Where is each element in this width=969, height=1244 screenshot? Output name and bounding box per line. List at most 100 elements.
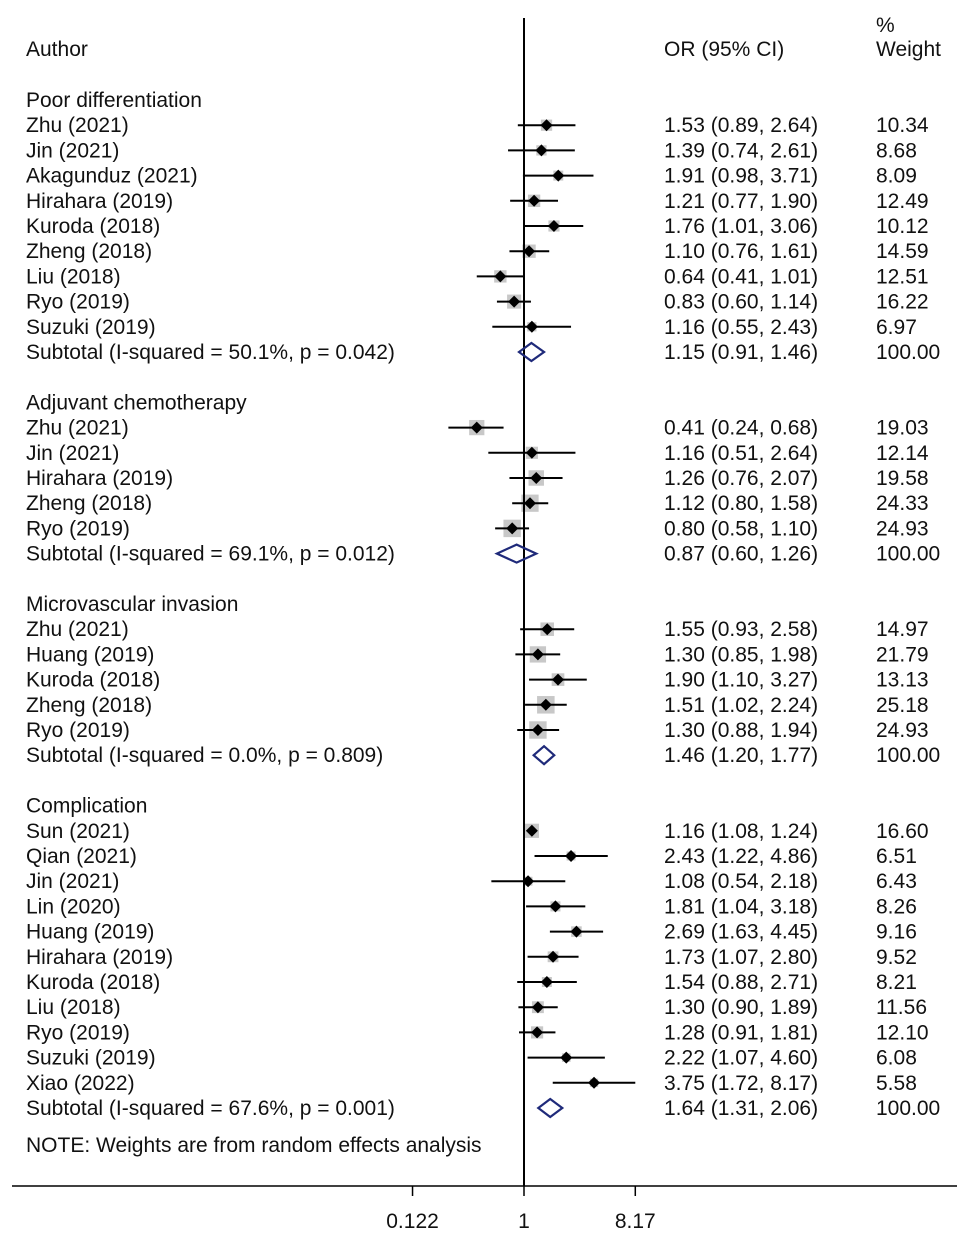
- study-label: Hirahara (2019): [26, 190, 173, 213]
- study-ci-text: 1.16 (0.55, 2.43): [664, 316, 818, 339]
- study-ci-text: 1.81 (1.04, 3.18): [664, 895, 818, 918]
- subtotal-diamond: [536, 1097, 565, 1119]
- study-label: Kuroda (2018): [26, 215, 160, 238]
- study-label: Jin (2021): [26, 442, 119, 465]
- study-label: Hirahara (2019): [26, 467, 173, 490]
- study-label: Ryo (2019): [26, 1021, 130, 1044]
- study-ci-text: 1.26 (0.76, 2.07): [664, 467, 818, 490]
- study-ci-text: 1.54 (0.88, 2.71): [664, 971, 818, 994]
- study-weight: 12.14: [876, 442, 929, 465]
- subtotal-ci-text: 1.15 (0.91, 1.46): [664, 341, 818, 364]
- study-label: Akagunduz (2021): [26, 165, 198, 188]
- subtotal-weight: 100.00: [876, 341, 940, 364]
- point-estimate: [570, 925, 583, 938]
- study-weight: 21.79: [876, 643, 929, 666]
- point-estimate: [540, 119, 553, 132]
- subtotal-ci-text: 0.87 (0.60, 1.26): [664, 543, 818, 566]
- study-label: Ryo (2019): [26, 517, 130, 540]
- study-weight: 24.33: [876, 492, 929, 515]
- study-ci-text: 1.39 (0.74, 2.61): [664, 139, 818, 162]
- point-estimate: [535, 144, 548, 157]
- point-estimate: [523, 245, 536, 258]
- study-ci-text: 1.10 (0.76, 1.61): [664, 240, 818, 263]
- study-ci-text: 1.90 (1.10, 3.27): [664, 669, 818, 692]
- study-label: Suzuki (2019): [26, 316, 156, 339]
- study-ci-text: 1.16 (1.08, 1.24): [664, 820, 818, 843]
- study-ci-text: 1.91 (0.98, 3.71): [664, 165, 818, 188]
- point-estimate: [525, 446, 538, 459]
- study-ci-text: 1.08 (0.54, 2.18): [664, 870, 818, 893]
- study-weight: 25.18: [876, 694, 929, 717]
- study-ci-text: 1.16 (0.51, 2.64): [664, 442, 818, 465]
- group-title: Adjuvant chemotherapy: [26, 391, 247, 414]
- study-ci-text: 1.53 (0.89, 2.64): [664, 114, 818, 137]
- study-weight: 24.93: [876, 719, 929, 742]
- header-weight-percent: %: [876, 14, 895, 37]
- study-label: Ryo (2019): [26, 719, 130, 742]
- subtotal-diamond: [531, 744, 556, 766]
- study-weight: 19.58: [876, 467, 929, 490]
- x-tick-label: 0.122: [386, 1210, 439, 1233]
- study-ci-text: 1.12 (0.80, 1.58): [664, 492, 818, 515]
- study-weight: 12.49: [876, 190, 929, 213]
- point-estimate: [540, 976, 553, 988]
- subtotal-weight: 100.00: [876, 1097, 940, 1120]
- study-weight: 12.10: [876, 1021, 929, 1044]
- study-weight: 9.16: [876, 921, 917, 944]
- subtotal-ci-text: 1.46 (1.20, 1.77): [664, 744, 818, 767]
- study-weight: 13.13: [876, 669, 929, 692]
- point-estimate: [547, 950, 560, 963]
- point-estimate: [494, 270, 507, 283]
- subtotal-label: Subtotal (I-squared = 69.1%, p = 0.012): [26, 543, 395, 566]
- header-or-ci: OR (95% CI): [664, 38, 784, 61]
- study-label: Qian (2021): [26, 845, 137, 868]
- study-ci-text: 1.28 (0.91, 1.81): [664, 1021, 818, 1044]
- study-ci-text: 0.64 (0.41, 1.01): [664, 265, 818, 288]
- group-title: Complication: [26, 795, 147, 818]
- group-title: Poor differentiation: [26, 89, 202, 112]
- study-ci-text: 1.30 (0.88, 1.94): [664, 719, 818, 742]
- point-estimate: [565, 850, 578, 862]
- study-label: Zhu (2021): [26, 114, 129, 137]
- study-weight: 8.68: [876, 139, 917, 162]
- study-weight: 10.34: [876, 114, 929, 137]
- header-author: Author: [26, 38, 88, 61]
- x-tick-label: 8.17: [615, 1210, 656, 1233]
- study-label: Liu (2018): [26, 265, 121, 288]
- subtotal-weight: 100.00: [876, 744, 940, 767]
- study-ci-text: 0.41 (0.24, 0.68): [664, 417, 818, 440]
- study-ci-text: 2.22 (1.07, 4.60): [664, 1047, 818, 1070]
- study-label: Huang (2019): [26, 643, 154, 666]
- weight-boxes: [469, 119, 599, 1087]
- study-ci-text: 1.55 (0.93, 2.58): [664, 618, 818, 641]
- study-weight: 8.26: [876, 895, 917, 918]
- study-weight: 16.22: [876, 291, 929, 314]
- study-label: Kuroda (2018): [26, 669, 160, 692]
- header: Author OR (95% CI) % Weight: [26, 14, 941, 61]
- study-weight: 6.43: [876, 870, 917, 893]
- study-label: Hirahara (2019): [26, 946, 173, 969]
- header-weight: Weight: [876, 38, 941, 61]
- study-label: Huang (2019): [26, 921, 154, 944]
- study-label: Jin (2021): [26, 139, 119, 162]
- study-weight: 16.60: [876, 820, 929, 843]
- study-label: Zheng (2018): [26, 694, 152, 717]
- point-estimate: [552, 673, 565, 686]
- study-ci-text: 1.30 (0.85, 1.98): [664, 643, 818, 666]
- study-label: Zheng (2018): [26, 492, 152, 515]
- study-label: Jin (2021): [26, 870, 119, 893]
- point-estimate: [470, 421, 483, 434]
- point-estimate: [547, 220, 560, 232]
- study-weight: 6.51: [876, 845, 917, 868]
- point-estimate: [530, 472, 543, 484]
- study-ci-text: 1.73 (1.07, 2.80): [664, 946, 818, 969]
- point-estimate: [508, 295, 521, 308]
- study-ci-text: 0.80 (0.58, 1.10): [664, 517, 818, 540]
- point-estimate: [560, 1051, 573, 1064]
- point-estimate: [525, 320, 538, 333]
- study-weight: 24.93: [876, 517, 929, 540]
- point-estimate: [531, 1001, 544, 1014]
